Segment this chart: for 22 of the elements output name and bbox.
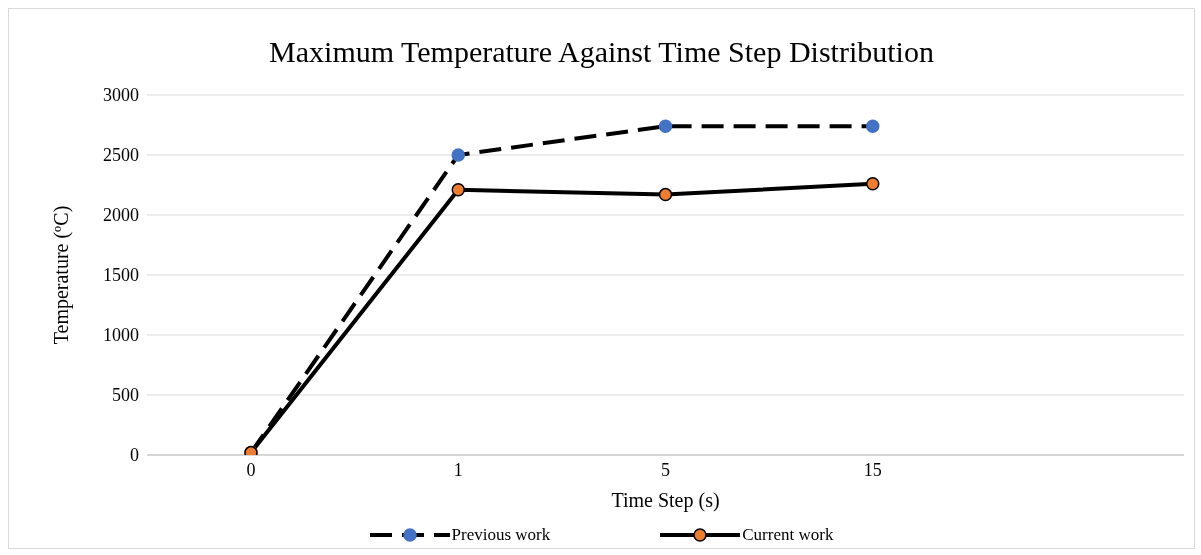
x-axis-title: Time Step (s) xyxy=(611,489,720,512)
point xyxy=(451,148,465,162)
y-tick-label: 0 xyxy=(130,445,139,466)
y-tick-label: 1000 xyxy=(103,325,139,346)
x-tick-label: 15 xyxy=(863,459,882,480)
legend-label: Current work xyxy=(742,525,834,545)
point xyxy=(658,187,673,202)
x-tick-label: 1 xyxy=(453,459,463,480)
x-tick-label: 5 xyxy=(661,459,670,480)
y-tick-label: 500 xyxy=(112,385,139,406)
y-axis-title: Temperature (ºC) xyxy=(50,205,74,345)
y-tick-label: 3000 xyxy=(103,85,139,106)
y-tick-label: 2500 xyxy=(103,145,139,166)
y-tick-label: 2000 xyxy=(103,205,139,226)
y-tick-label: 1500 xyxy=(103,265,139,286)
point xyxy=(866,177,880,191)
point xyxy=(658,119,673,133)
chart-title: Maximum Temperature Against Time Step Distribution xyxy=(268,35,935,70)
point xyxy=(866,119,880,133)
point xyxy=(451,183,465,197)
x-tick-label: 0 xyxy=(246,459,256,480)
legend-label: Previous work xyxy=(451,525,551,545)
